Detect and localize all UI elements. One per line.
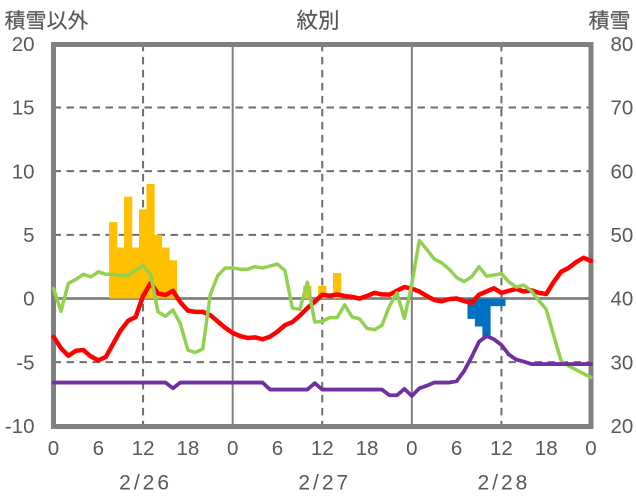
- svg-text:70: 70: [611, 97, 634, 120]
- svg-text:18: 18: [356, 437, 379, 460]
- svg-text:15: 15: [12, 97, 35, 120]
- svg-text:2/27: 2/27: [298, 472, 351, 495]
- svg-text:-5: -5: [16, 351, 34, 374]
- svg-text:60: 60: [611, 160, 634, 183]
- svg-text:2/26: 2/26: [119, 472, 172, 495]
- svg-text:12: 12: [132, 437, 155, 460]
- svg-text:10: 10: [12, 160, 35, 183]
- svg-text:0: 0: [23, 288, 34, 311]
- svg-text:0: 0: [585, 437, 596, 460]
- svg-text:18: 18: [535, 437, 558, 460]
- svg-text:-10: -10: [5, 415, 35, 438]
- svg-text:0: 0: [406, 437, 417, 460]
- svg-text:0: 0: [227, 437, 238, 460]
- svg-text:30: 30: [611, 351, 634, 374]
- svg-text:6: 6: [451, 437, 462, 460]
- svg-text:0: 0: [48, 437, 59, 460]
- svg-text:6: 6: [93, 437, 104, 460]
- svg-text:40: 40: [611, 288, 634, 311]
- svg-text:80: 80: [611, 33, 634, 56]
- svg-text:2/28: 2/28: [477, 472, 530, 495]
- svg-text:20: 20: [611, 415, 634, 438]
- svg-text:6: 6: [272, 437, 283, 460]
- svg-text:12: 12: [311, 437, 334, 460]
- svg-text:5: 5: [23, 224, 34, 247]
- svg-text:20: 20: [12, 33, 35, 56]
- svg-text:50: 50: [611, 224, 634, 247]
- svg-text:18: 18: [176, 437, 199, 460]
- svg-text:12: 12: [490, 437, 513, 460]
